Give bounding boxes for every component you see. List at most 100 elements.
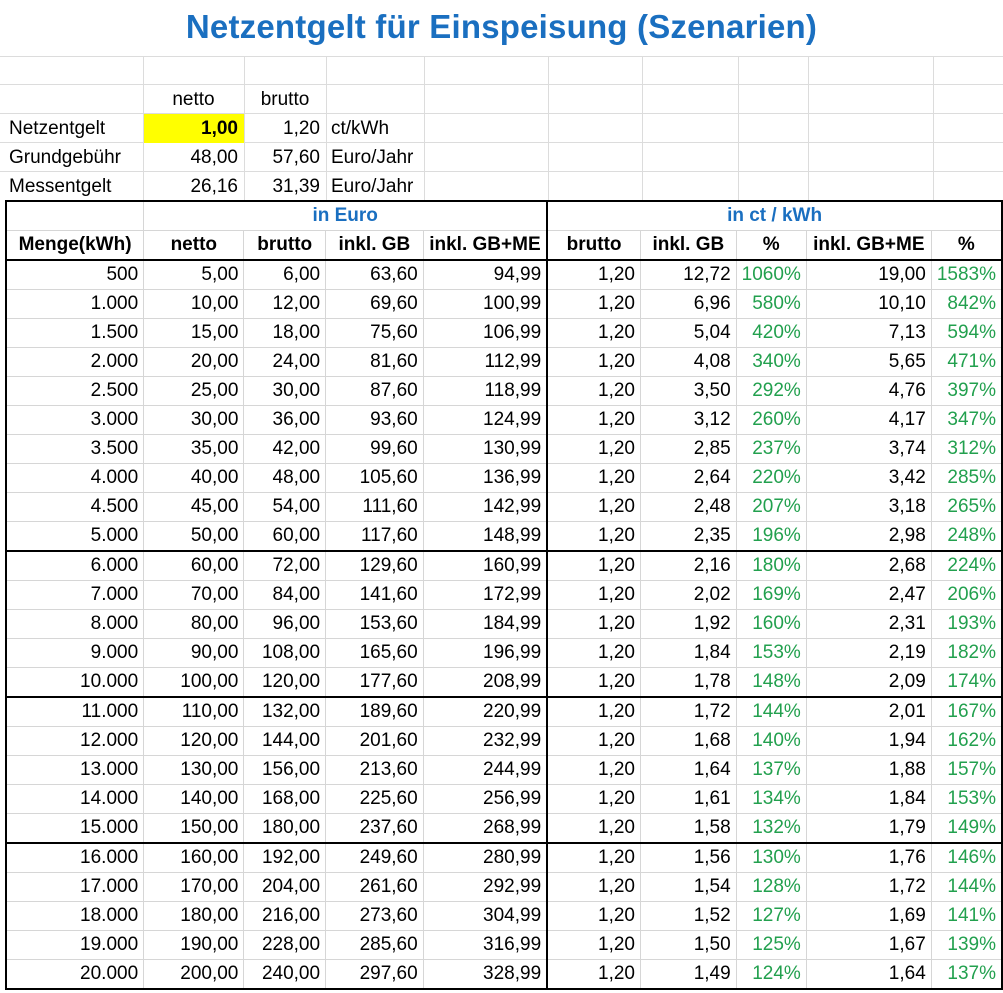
cell-inkl-gb-me[interactable]: 106,99 [423, 318, 548, 348]
cell-menge[interactable]: 5.000 [5, 521, 145, 552]
cell-inkl-gb-me-ct[interactable]: 1,88 [806, 755, 932, 785]
cell-brutto-ct[interactable]: 1,20 [546, 318, 642, 348]
cell-inkl-gb[interactable]: 111,60 [325, 492, 424, 522]
cell-brutto-ct[interactable]: 1,20 [546, 580, 642, 610]
cell-percent-gb[interactable]: 580% [736, 289, 807, 319]
cell-percent-gb[interactable]: 130% [736, 843, 807, 873]
cell-inkl-gb-ct[interactable]: 12,72 [640, 260, 737, 290]
cell-inkl-gb[interactable]: 105,60 [325, 463, 424, 493]
cell-inkl-gb-ct[interactable]: 4,08 [640, 347, 737, 377]
cell-brutto-ct[interactable]: 1,20 [546, 638, 642, 668]
cell-inkl-gb-me[interactable]: 130,99 [423, 434, 548, 464]
cell-inkl-gb-me[interactable]: 184,99 [423, 609, 548, 639]
cell-inkl-gb-me-ct[interactable]: 2,09 [806, 667, 932, 698]
cell-percent-gb[interactable]: 340% [736, 347, 807, 377]
cell-percent-gb-me[interactable]: 842% [931, 289, 1003, 319]
cell-brutto-ct[interactable]: 1,20 [546, 930, 642, 960]
cell-brutto-ct[interactable]: 1,20 [546, 901, 642, 931]
param-netto-cell[interactable]: 1,00 [144, 114, 244, 143]
cell-inkl-gb-me-ct[interactable]: 1,76 [806, 843, 932, 873]
cell-inkl-gb[interactable]: 285,60 [325, 930, 424, 960]
cell-inkl-gb[interactable]: 117,60 [325, 521, 424, 552]
cell-inkl-gb-me-ct[interactable]: 2,01 [806, 697, 932, 727]
cell-percent-gb-me[interactable]: 265% [931, 492, 1003, 522]
cell-inkl-gb[interactable]: 273,60 [325, 901, 424, 931]
cell-inkl-gb-ct[interactable]: 6,96 [640, 289, 737, 319]
cell-menge[interactable]: 11.000 [5, 697, 145, 727]
cell-menge[interactable]: 7.000 [5, 580, 145, 610]
cell-inkl-gb-me[interactable]: 208,99 [423, 667, 548, 698]
cell-inkl-gb-ct[interactable]: 1,92 [640, 609, 737, 639]
cell-percent-gb-me[interactable]: 157% [931, 755, 1003, 785]
cell-netto[interactable]: 10,00 [143, 289, 245, 319]
cell-inkl-gb[interactable]: 141,60 [325, 580, 424, 610]
cell-inkl-gb-me-ct[interactable]: 3,18 [806, 492, 932, 522]
cell-inkl-gb[interactable]: 261,60 [325, 872, 424, 902]
cell-inkl-gb-me-ct[interactable]: 3,42 [806, 463, 932, 493]
param-brutto-cell[interactable]: 31,39 [272, 176, 320, 197]
cell-inkl-gb-ct[interactable]: 2,64 [640, 463, 737, 493]
cell-inkl-gb-me-ct[interactable]: 1,64 [806, 959, 932, 990]
cell-percent-gb[interactable]: 160% [736, 609, 807, 639]
cell-inkl-gb-ct[interactable]: 1,64 [640, 755, 737, 785]
cell-inkl-gb-me-ct[interactable]: 4,17 [806, 405, 932, 435]
cell-percent-gb[interactable]: 180% [736, 551, 807, 581]
cell-netto[interactable]: 50,00 [143, 521, 245, 552]
cell-brutto-ct[interactable]: 1,20 [546, 260, 642, 290]
cell-percent-gb-me[interactable]: 312% [931, 434, 1003, 464]
cell-inkl-gb-ct[interactable]: 1,54 [640, 872, 737, 902]
cell-netto[interactable]: 60,00 [143, 551, 245, 581]
cell-percent-gb[interactable]: 420% [736, 318, 807, 348]
cell-percent-gb-me[interactable]: 224% [931, 551, 1003, 581]
cell-inkl-gb-me[interactable]: 94,99 [423, 260, 548, 290]
cell-percent-gb[interactable]: 148% [736, 667, 807, 698]
cell-inkl-gb-me-ct[interactable]: 2,47 [806, 580, 932, 610]
cell-brutto[interactable]: 204,00 [243, 872, 327, 902]
cell-brutto-ct[interactable]: 1,20 [546, 726, 642, 756]
cell-inkl-gb-me-ct[interactable]: 2,31 [806, 609, 932, 639]
cell-inkl-gb-me[interactable]: 304,99 [423, 901, 548, 931]
cell-inkl-gb-ct[interactable]: 2,35 [640, 521, 737, 552]
cell-brutto-ct[interactable]: 1,20 [546, 667, 642, 698]
cell-menge[interactable]: 14.000 [5, 784, 145, 814]
cell-percent-gb[interactable]: 260% [736, 405, 807, 435]
cell-inkl-gb-me-ct[interactable]: 2,19 [806, 638, 932, 668]
cell-brutto-ct[interactable]: 1,20 [546, 813, 642, 844]
cell-netto[interactable]: 30,00 [143, 405, 245, 435]
cell-percent-gb-me[interactable]: 174% [931, 667, 1003, 698]
cell-inkl-gb[interactable]: 297,60 [325, 959, 424, 990]
cell-percent-gb[interactable]: 127% [736, 901, 807, 931]
cell-inkl-gb-me-ct[interactable]: 2,98 [806, 521, 932, 552]
cell-percent-gb-me[interactable]: 162% [931, 726, 1003, 756]
cell-netto[interactable]: 180,00 [143, 901, 245, 931]
cell-inkl-gb-ct[interactable]: 1,78 [640, 667, 737, 698]
cell-inkl-gb-ct[interactable]: 1,72 [640, 697, 737, 727]
cell-netto[interactable]: 35,00 [143, 434, 245, 464]
cell-inkl-gb[interactable]: 153,60 [325, 609, 424, 639]
cell-percent-gb-me[interactable]: 1583% [931, 260, 1003, 290]
cell-brutto-ct[interactable]: 1,20 [546, 755, 642, 785]
cell-menge[interactable]: 3.000 [5, 405, 145, 435]
cell-inkl-gb-me[interactable]: 148,99 [423, 521, 548, 552]
cell-netto[interactable]: 170,00 [143, 872, 245, 902]
cell-inkl-gb-me-ct[interactable]: 1,79 [806, 813, 932, 844]
cell-inkl-gb[interactable]: 165,60 [325, 638, 424, 668]
cell-brutto-ct[interactable]: 1,20 [546, 492, 642, 522]
cell-inkl-gb-me-ct[interactable]: 2,68 [806, 551, 932, 581]
cell-menge[interactable]: 1.500 [5, 318, 145, 348]
cell-brutto-ct[interactable]: 1,20 [546, 521, 642, 552]
cell-inkl-gb-me[interactable]: 280,99 [423, 843, 548, 873]
cell-percent-gb-me[interactable]: 139% [931, 930, 1003, 960]
cell-netto[interactable]: 45,00 [143, 492, 245, 522]
cell-menge[interactable]: 16.000 [5, 843, 145, 873]
cell-percent-gb-me[interactable]: 285% [931, 463, 1003, 493]
cell-inkl-gb-me[interactable]: 232,99 [423, 726, 548, 756]
param-brutto-cell[interactable]: 57,60 [272, 147, 320, 168]
cell-inkl-gb[interactable]: 93,60 [325, 405, 424, 435]
cell-netto[interactable]: 15,00 [143, 318, 245, 348]
cell-inkl-gb-me[interactable]: 196,99 [423, 638, 548, 668]
cell-brutto-ct[interactable]: 1,20 [546, 289, 642, 319]
cell-menge[interactable]: 1.000 [5, 289, 145, 319]
cell-brutto[interactable]: 180,00 [243, 813, 327, 844]
param-netto-cell[interactable]: 26,16 [190, 176, 238, 197]
